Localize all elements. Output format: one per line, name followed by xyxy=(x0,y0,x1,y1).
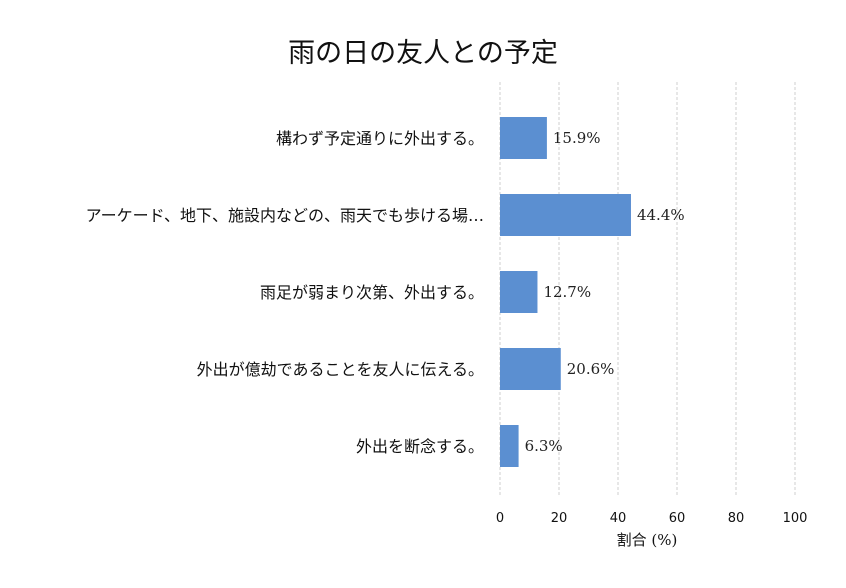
value-label-4: 20.6% xyxy=(567,360,615,378)
bar-1 xyxy=(500,117,547,159)
value-labels: 15.9% 44.4% 12.7% 20.6% 6.3% xyxy=(525,129,685,455)
value-label-2: 44.4% xyxy=(637,206,685,224)
bar-3 xyxy=(500,271,538,313)
value-label-5: 6.3% xyxy=(525,437,563,455)
category-label-2: アーケード、地下、施設内などの、雨天でも歩ける場… xyxy=(86,206,484,225)
bar-2 xyxy=(500,194,631,236)
x-tick-label-40: 40 xyxy=(610,511,627,526)
x-tick-label-80: 80 xyxy=(728,511,745,526)
bars xyxy=(500,117,631,467)
chart-title: 雨の日の友人との予定 xyxy=(288,38,558,69)
x-tick-label-20: 20 xyxy=(551,511,568,526)
category-labels: 構わず予定通りに外出する。アーケード、地下、施設内などの、雨天でも歩ける場… 雨足… xyxy=(86,129,484,456)
x-tick-label-100: 100 xyxy=(783,511,808,526)
value-label-3: 12.7% xyxy=(543,283,591,301)
category-label-5: 外出を断念する。 xyxy=(356,437,484,456)
x-tick-label-0: 0 xyxy=(496,511,504,526)
category-label-3: 雨足が弱まり次第、外出する。 xyxy=(260,283,484,302)
x-axis-label: 割合 (%) xyxy=(617,531,678,549)
x-tick-labels: 0 20 40 60 80 100 xyxy=(496,511,808,526)
category-label-4: 外出が億劫であることを友人に伝える。 xyxy=(197,360,484,379)
x-tick-label-60: 60 xyxy=(669,511,686,526)
bar-4 xyxy=(500,348,561,390)
value-label-1: 15.9% xyxy=(553,129,601,147)
category-label-1: 構わず予定通りに外出する。 xyxy=(276,129,484,148)
bar-5 xyxy=(500,425,519,467)
